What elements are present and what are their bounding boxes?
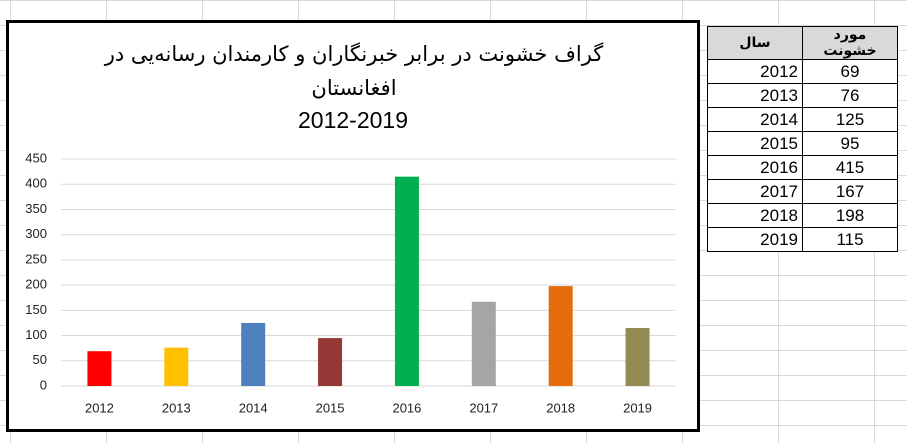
- year-cell: 2018: [707, 203, 803, 228]
- header-row: سال مورد خشونت: [707, 26, 898, 60]
- table-row: 2014 125: [707, 107, 898, 132]
- table-row: 2013 76: [707, 83, 898, 108]
- bar: [471, 301, 496, 386]
- bar: [164, 347, 189, 386]
- y-tick-label: 400: [25, 176, 47, 191]
- value-cell: 115: [802, 227, 898, 252]
- bar: [548, 286, 573, 386]
- table-row: 2012 69: [707, 59, 898, 84]
- year-cell: 2012: [707, 59, 803, 84]
- value-cell: 198: [802, 203, 898, 228]
- year-cell: 2017: [707, 179, 803, 204]
- year-cell: 2019: [707, 227, 803, 252]
- bar: [394, 176, 419, 386]
- chart-subtitle: 2012-2019: [298, 107, 408, 133]
- y-tick-label: 0: [40, 377, 47, 392]
- year-cell: 2016: [707, 155, 803, 180]
- table-row: 2017 167: [707, 179, 898, 204]
- table-row: 2016 415: [707, 155, 898, 180]
- x-tick-label: 2017: [469, 400, 498, 415]
- y-tick-label: 350: [25, 201, 47, 216]
- header-cell: مورد خشونت: [802, 26, 898, 60]
- value-cell: 76: [802, 83, 898, 108]
- chart: گراف خشونت در برابر خبرنگاران و کارمندان…: [6, 20, 700, 432]
- y-tick-label: 50: [33, 352, 47, 367]
- year-cell: 2014: [707, 107, 803, 132]
- table-row: 2019 115: [707, 227, 898, 252]
- data-table: سال مورد خشونت 2012 69 2013 76 2014 125 2015 95 20…: [707, 26, 898, 252]
- x-tick-label: 2014: [239, 400, 268, 415]
- x-tick-label: 2019: [623, 400, 652, 415]
- y-tick-label: 200: [25, 277, 47, 292]
- y-tick-label: 300: [25, 226, 47, 241]
- x-tick-label: 2016: [392, 400, 421, 415]
- bar: [87, 351, 112, 386]
- value-cell: 415: [802, 155, 898, 180]
- bar: [318, 338, 343, 386]
- y-tick-label: 250: [25, 251, 47, 266]
- y-tick-label: 150: [25, 302, 47, 317]
- table-row: 2015 95: [707, 131, 898, 156]
- x-tick-label: 2013: [162, 400, 191, 415]
- value-cell: 125: [802, 107, 898, 132]
- value-cell: 69: [802, 59, 898, 84]
- chart-title: گراف خشونت در برابر خبرنگاران و کارمندان…: [104, 42, 604, 100]
- table-row: 2018 198: [707, 203, 898, 228]
- value-cell: 95: [802, 131, 898, 156]
- bar: [241, 322, 266, 386]
- year-cell: 2013: [707, 83, 803, 108]
- value-cell: 167: [802, 179, 898, 204]
- x-tick-label: 2018: [546, 400, 575, 415]
- plot: 0 50 100 150 200 250 300 350 400 450 2012 2013 2014 2…: [25, 150, 676, 415]
- x-tick-label: 2012: [85, 400, 114, 415]
- year-cell: 2015: [707, 131, 803, 156]
- bar: [625, 327, 650, 386]
- y-tick-label: 100: [25, 327, 47, 342]
- y-tick-label: 450: [25, 150, 47, 165]
- x-tick-label: 2015: [316, 400, 345, 415]
- header-cell: سال: [707, 26, 803, 60]
